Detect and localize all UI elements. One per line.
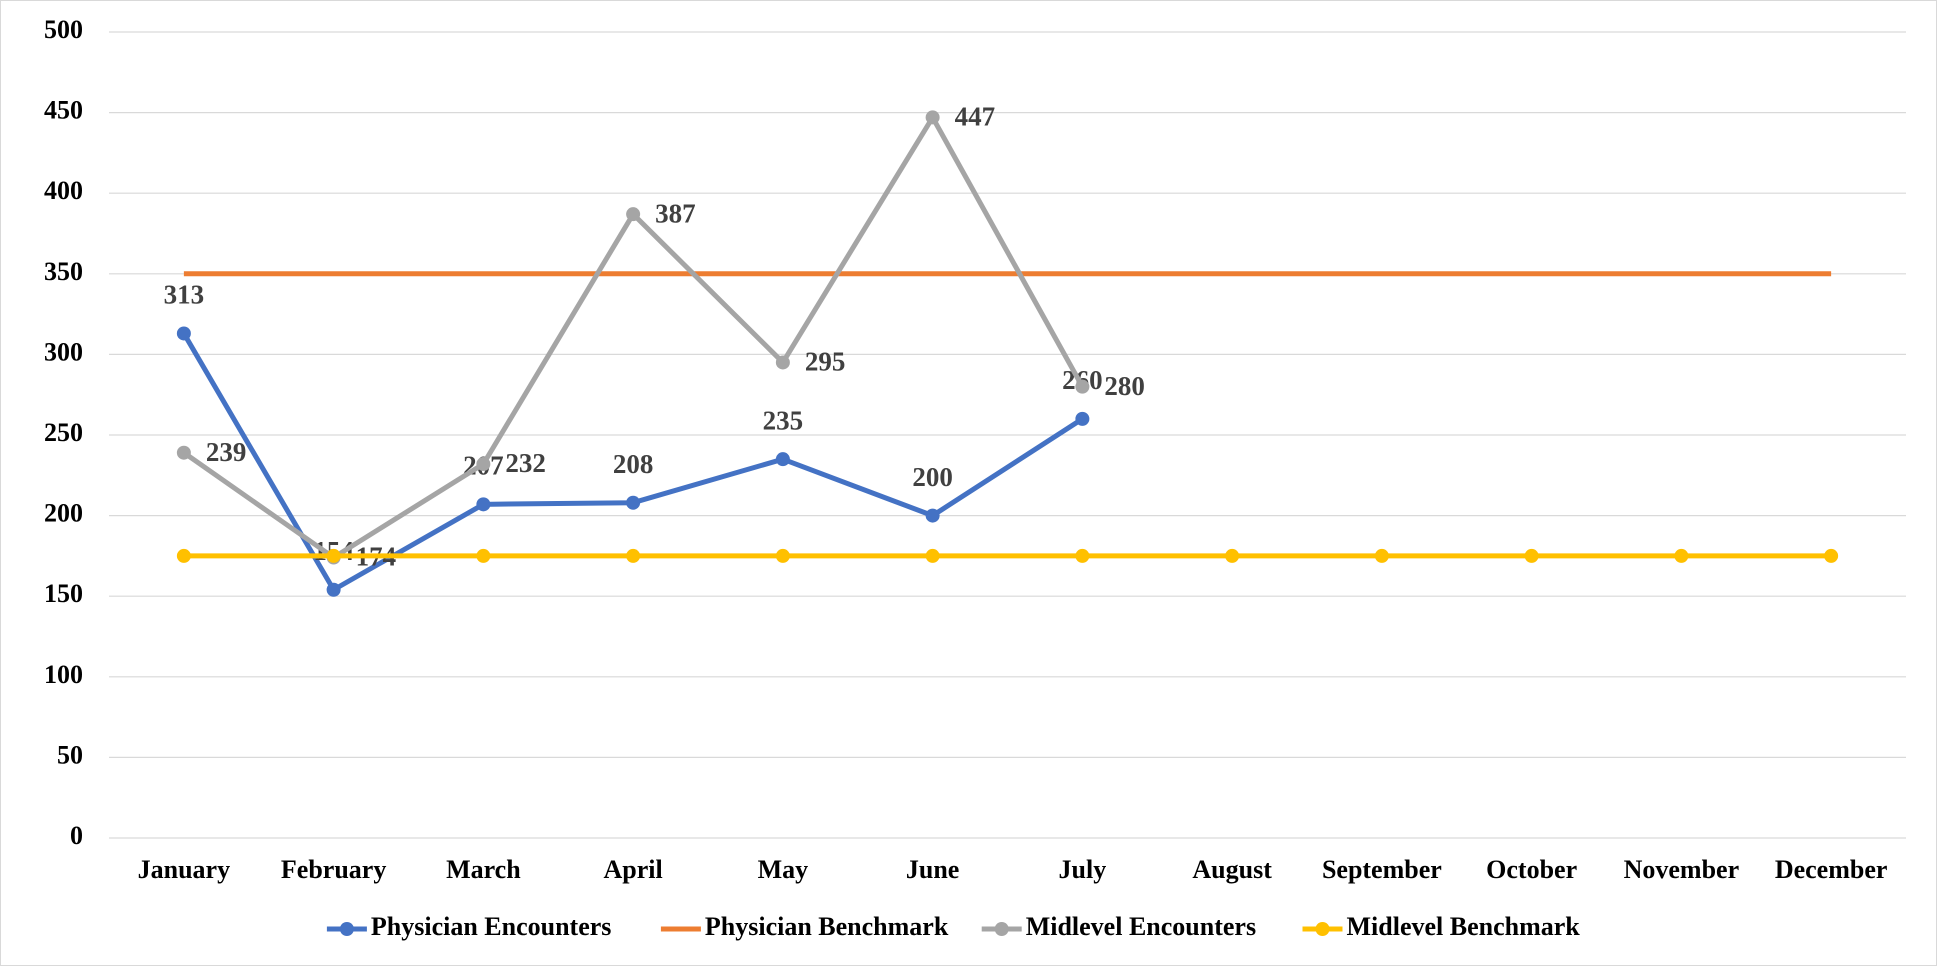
point xyxy=(476,457,491,472)
legend-label: Midlevel Encounters xyxy=(1026,912,1256,941)
point xyxy=(1824,548,1839,563)
x-tick-label: February xyxy=(281,855,386,884)
point xyxy=(626,548,641,563)
y-tick-label: 150 xyxy=(44,579,83,608)
data-label: 239 xyxy=(206,437,247,467)
x-tick-label: January xyxy=(138,855,230,884)
point xyxy=(1075,411,1090,426)
point xyxy=(1674,548,1689,563)
point xyxy=(326,548,341,563)
point xyxy=(775,548,790,563)
point xyxy=(326,582,341,597)
x-tick-label: May xyxy=(758,855,809,884)
data-label: 313 xyxy=(164,280,205,310)
point xyxy=(476,497,491,512)
point xyxy=(176,445,191,460)
data-label: 295 xyxy=(805,347,846,377)
y-tick-label: 0 xyxy=(70,821,83,850)
point xyxy=(1524,548,1539,563)
x-tick-label: October xyxy=(1486,855,1577,884)
legend-label: Physician Benchmark xyxy=(705,912,949,941)
x-tick-label: July xyxy=(1059,855,1107,884)
data-label: 235 xyxy=(763,405,804,435)
x-tick-label: September xyxy=(1322,855,1442,884)
legend-marker xyxy=(339,922,354,936)
data-label: 280 xyxy=(1104,371,1145,401)
y-tick-label: 500 xyxy=(44,15,83,44)
legend-marker xyxy=(1315,922,1330,936)
x-tick-label: April xyxy=(604,855,663,884)
x-tick-label: August xyxy=(1192,855,1272,884)
x-tick-label: March xyxy=(446,855,521,884)
data-label: 200 xyxy=(912,462,953,492)
point xyxy=(925,508,940,523)
point xyxy=(775,355,790,370)
data-label: 387 xyxy=(655,198,696,228)
y-tick-label: 50 xyxy=(57,740,83,769)
point xyxy=(1075,379,1090,394)
point xyxy=(476,548,491,563)
data-label: 447 xyxy=(955,102,996,132)
x-tick-label: November xyxy=(1624,855,1740,884)
point xyxy=(1374,548,1389,563)
point xyxy=(626,207,641,222)
point xyxy=(925,110,940,125)
point xyxy=(1075,548,1090,563)
y-tick-label: 100 xyxy=(44,660,83,689)
y-tick-label: 450 xyxy=(44,96,83,125)
y-tick-label: 350 xyxy=(44,257,83,286)
legend-marker xyxy=(994,922,1009,936)
x-tick-label: December xyxy=(1775,855,1888,884)
point xyxy=(775,452,790,467)
legend-label: Midlevel Benchmark xyxy=(1347,912,1581,941)
y-tick-label: 250 xyxy=(44,418,83,447)
legend-label: Physician Encounters xyxy=(371,912,612,941)
y-tick-label: 400 xyxy=(44,176,83,205)
data-label: 232 xyxy=(505,448,546,478)
point xyxy=(925,548,940,563)
data-label: 208 xyxy=(613,449,654,479)
point xyxy=(176,326,191,341)
point xyxy=(176,548,191,563)
y-tick-label: 300 xyxy=(44,337,83,366)
y-tick-label: 200 xyxy=(44,499,83,528)
point xyxy=(626,495,641,510)
point xyxy=(1225,548,1240,563)
x-tick-label: June xyxy=(906,855,959,884)
